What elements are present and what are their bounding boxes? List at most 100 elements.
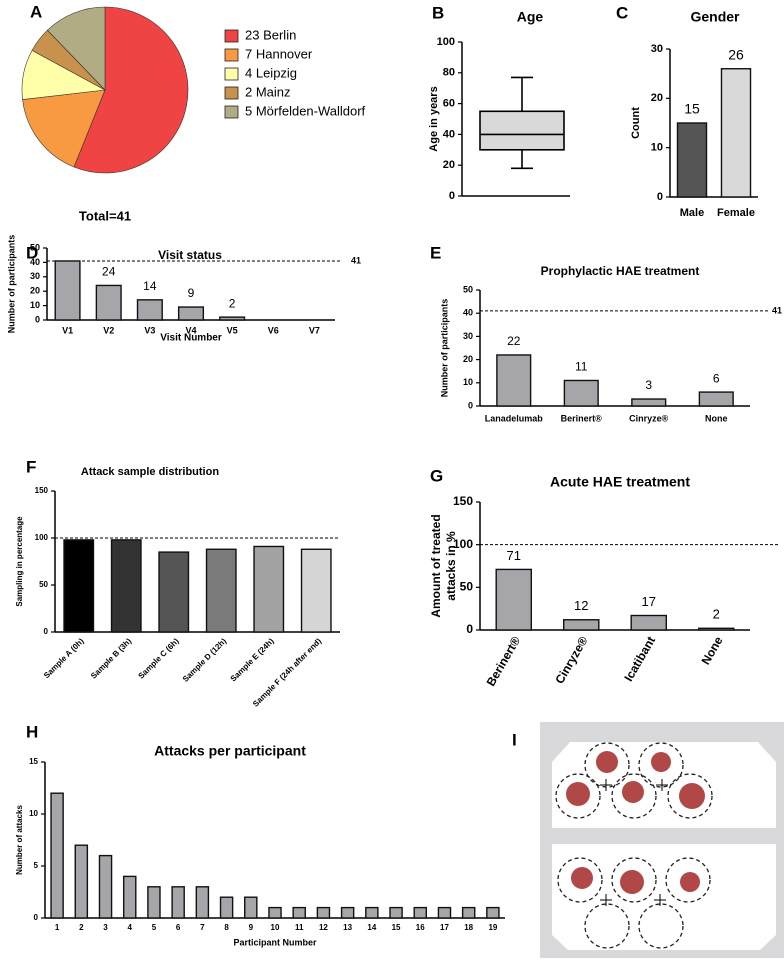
chart-title: Visit status xyxy=(158,248,222,262)
chart-title: Attack sample distribution xyxy=(81,466,219,478)
y-tick-label: 100 xyxy=(437,36,455,48)
bar xyxy=(136,299,163,321)
bar xyxy=(50,792,64,919)
y-tick-label: 10 xyxy=(30,300,40,310)
legend-label: 2 Mainz xyxy=(245,84,291,99)
x-tick-label: 12 xyxy=(319,923,328,932)
bar xyxy=(676,122,708,198)
bar xyxy=(413,906,428,919)
x-tick-label: 15 xyxy=(392,923,401,932)
bar xyxy=(563,619,600,631)
x-tick-label: Sample A (0h) xyxy=(42,636,86,680)
x-tick-label: Sample E (24h) xyxy=(229,636,276,683)
panel-letter: E xyxy=(430,243,441,262)
value-label: 24 xyxy=(102,265,116,279)
bar xyxy=(98,854,113,919)
x-tick-label: 10 xyxy=(271,923,280,932)
legend-swatch xyxy=(224,105,239,119)
y-tick-label: 0 xyxy=(34,913,39,922)
x-tick-label: 7 xyxy=(200,923,205,932)
chart-title: Attacks per participant xyxy=(154,743,306,759)
x-tick-label: Female xyxy=(717,207,755,219)
y-axis-label: Number of participants xyxy=(6,235,16,334)
wells xyxy=(555,742,713,949)
x-tick-label: Sample C (6h) xyxy=(137,636,181,680)
box xyxy=(479,110,565,151)
y-tick-label: 80 xyxy=(443,67,455,79)
bar xyxy=(54,260,81,321)
y-axis-label: Count xyxy=(630,107,642,139)
bar xyxy=(253,545,285,633)
y-tick-label: 5 xyxy=(34,861,39,870)
y-tick-label: 0 xyxy=(35,314,40,324)
x-tick-label: 4 xyxy=(128,923,133,932)
spots xyxy=(566,751,705,894)
chart-title: Gender xyxy=(690,9,740,25)
bar xyxy=(698,391,734,407)
bar xyxy=(698,627,735,631)
y-tick-label: 30 xyxy=(651,43,663,55)
x-tick-label: 13 xyxy=(343,923,352,932)
value-label: 15 xyxy=(684,101,700,117)
x-tick-label: 9 xyxy=(249,923,254,932)
value-label: 14 xyxy=(143,279,157,293)
legend-label: 4 Leipzig xyxy=(245,65,297,80)
bar xyxy=(630,614,668,631)
bar xyxy=(195,886,210,919)
chart-title: Age xyxy=(517,9,544,25)
panel-letter: I xyxy=(512,730,517,749)
crosses xyxy=(600,779,668,906)
value-label: 11 xyxy=(575,360,588,374)
bar xyxy=(219,316,246,321)
y-tick-label: 10 xyxy=(651,142,663,154)
x-axis-label: Participant Number xyxy=(233,937,317,947)
legend-swatch xyxy=(224,67,239,81)
y-tick-label: 100 xyxy=(453,537,473,551)
panel-letter: B xyxy=(432,3,444,22)
y-tick-label: 15 xyxy=(29,757,38,766)
panel-letter: D xyxy=(26,243,38,262)
value-label: 17 xyxy=(642,594,656,609)
x-tick-label: V1 xyxy=(62,325,73,335)
card-lower xyxy=(552,844,776,950)
y-tick-label: 0 xyxy=(657,191,663,203)
value-label: 26 xyxy=(728,46,744,62)
bar xyxy=(158,551,190,633)
x-tick-label: V4 xyxy=(185,325,196,335)
bar xyxy=(205,548,237,633)
value-label: 2 xyxy=(713,607,720,622)
y-tick-label: 0 xyxy=(468,400,473,410)
x-tick-label: 1 xyxy=(55,923,60,932)
y-tick-label: 60 xyxy=(443,98,455,110)
y-axis-label: attacks in % xyxy=(444,531,458,601)
x-tick-label: V5 xyxy=(227,325,238,335)
y-tick-label: 50 xyxy=(30,242,40,252)
x-tick-label: V7 xyxy=(309,325,320,335)
panel-letter: F xyxy=(26,457,36,476)
y-tick-label: 20 xyxy=(30,286,40,296)
y-axis-label: Number of attacks xyxy=(15,805,24,875)
bar xyxy=(110,539,142,633)
y-axis-label: Age in years xyxy=(428,86,440,151)
bar xyxy=(340,906,355,919)
y-tick-label: 50 xyxy=(460,580,474,594)
bar xyxy=(74,844,89,919)
y-tick-label: 20 xyxy=(651,92,663,104)
x-tick-label: V2 xyxy=(103,325,114,335)
x-tick-label: 18 xyxy=(464,923,473,932)
legend-swatch xyxy=(224,29,239,43)
value-label: 3 xyxy=(645,378,652,392)
bar xyxy=(171,886,185,919)
y-tick-label: 0 xyxy=(449,190,455,202)
bar xyxy=(300,548,332,633)
bar xyxy=(292,906,306,919)
reference-label: 41 xyxy=(351,255,361,265)
x-axis-label: Visit Number xyxy=(160,333,222,344)
y-tick-label: 20 xyxy=(463,354,473,364)
bar xyxy=(244,896,258,919)
bar xyxy=(177,306,205,321)
legend-label: 23 Berlin xyxy=(245,27,296,42)
x-tick-label: V6 xyxy=(268,325,279,335)
legend-label: 5 Mörfelden-Walldorf xyxy=(245,103,366,118)
